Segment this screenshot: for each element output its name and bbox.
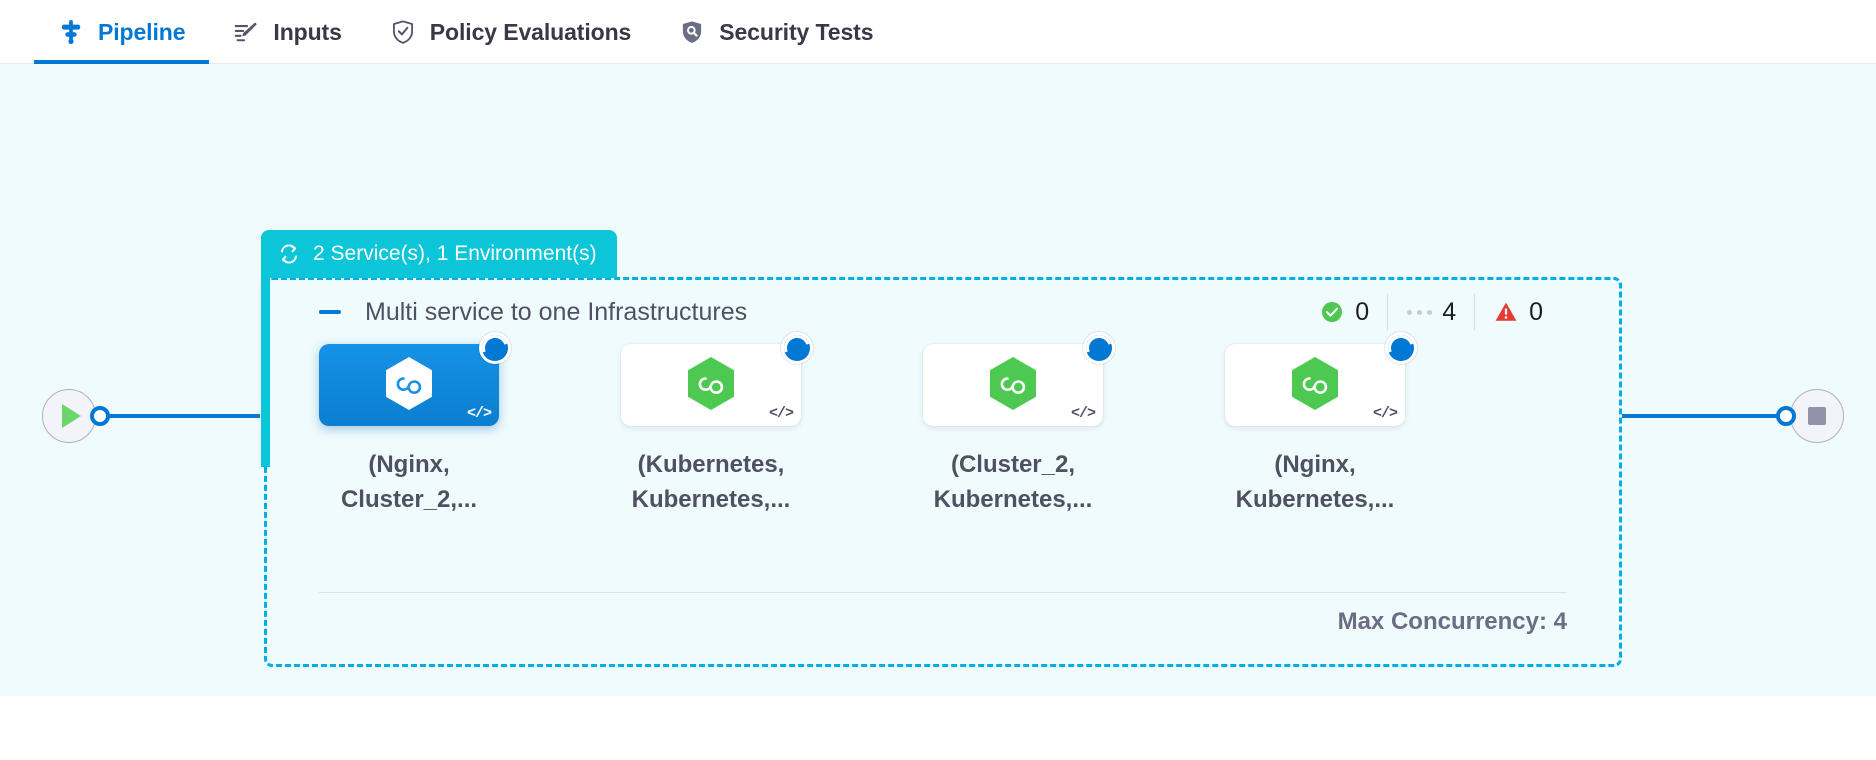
running-spinner-icon [479, 332, 511, 364]
status-pending-count: 4 [1442, 297, 1457, 326]
code-icon: </> [768, 405, 794, 422]
end-node-port[interactable] [1776, 406, 1796, 426]
code-icon: </> [1070, 405, 1096, 422]
tab-inputs[interactable]: Inputs [209, 0, 365, 64]
tab-pipeline-label: Pipeline [98, 18, 186, 45]
pipeline-end-node[interactable] [1790, 389, 1844, 443]
matrix-node-0-card[interactable]: </> [319, 332, 511, 426]
matrix-group-strip [261, 277, 270, 467]
matrix-group-title: Multi service to one Infrastructures [365, 297, 748, 326]
status-pending: 4 [1387, 294, 1474, 330]
harness-hex-icon [383, 356, 435, 414]
warning-triangle-icon [1493, 299, 1519, 325]
shield-check-icon [390, 19, 416, 45]
matrix-node-3-label: (Nginx, Kubernetes,... [1235, 451, 1395, 513]
check-circle-icon [1319, 299, 1345, 325]
pencil-lines-icon [233, 19, 259, 45]
status-success-count: 0 [1355, 297, 1370, 326]
matrix-node-0-label: (Nginx, Cluster_2,... [340, 451, 478, 513]
harness-hex-icon [685, 356, 737, 414]
code-icon: </> [466, 405, 492, 422]
dots-pending-icon [1406, 299, 1432, 325]
matrix-node-row: </> (Nginx, Cluster_2,... </> (K [319, 332, 1567, 518]
tab-security-tests-label: Security Tests [719, 18, 874, 45]
tab-pipeline[interactable]: Pipeline [34, 0, 210, 64]
status-counters: 0 4 0 [1301, 294, 1561, 330]
matrix-node-2-label: (Cluster_2, Kubernetes,... [933, 451, 1093, 513]
play-icon [62, 404, 81, 428]
matrix-node-0[interactable]: </> (Nginx, Cluster_2,... [319, 332, 511, 518]
running-spinner-icon [781, 332, 813, 364]
code-icon: </> [1372, 405, 1398, 422]
pipeline-tab-bar: Pipeline Inputs Policy Evaluations [0, 0, 1876, 64]
matrix-loop-icon [277, 242, 301, 266]
matrix-node-2[interactable]: </> (Cluster_2, Kubernetes,... [923, 332, 1115, 518]
harness-hex-icon [987, 356, 1039, 414]
pipeline-start-node[interactable] [42, 389, 96, 443]
status-error: 0 [1474, 294, 1561, 330]
tab-policy-evaluations-label: Policy Evaluations [429, 18, 632, 45]
harness-hex-icon [1289, 356, 1341, 414]
matrix-node-2-card[interactable]: </> [923, 332, 1115, 426]
matrix-node-1[interactable]: </> (Kubernetes, Kubernetes,... [621, 332, 813, 518]
matrix-badge[interactable]: 2 Service(s), 1 Environment(s) [261, 230, 617, 278]
running-spinner-icon [1385, 332, 1417, 364]
tab-policy-evaluations[interactable]: Policy Evaluations [366, 0, 655, 64]
matrix-node-1-card[interactable]: </> [621, 332, 813, 426]
max-concurrency-label: Max Concurrency: 4 [1337, 608, 1567, 635]
edge-group-to-end [1622, 414, 1780, 418]
matrix-group-divider [319, 592, 1567, 593]
tab-inputs-label: Inputs [273, 18, 342, 45]
start-node-port[interactable] [90, 406, 110, 426]
matrix-badge-label: 2 Service(s), 1 Environment(s) [313, 242, 597, 265]
status-success: 0 [1301, 294, 1387, 330]
matrix-group-header: Multi service to one Infrastructures 0 [267, 280, 1619, 344]
stop-icon [1808, 407, 1826, 425]
matrix-node-3-card[interactable]: </> [1225, 332, 1417, 426]
minus-icon[interactable] [319, 310, 341, 314]
pipeline-canvas[interactable]: 2 Service(s), 1 Environment(s) Multi ser… [0, 64, 1876, 696]
matrix-node-1-label: (Kubernetes, Kubernetes,... [631, 451, 791, 513]
matrix-node-3[interactable]: </> (Nginx, Kubernetes,... [1225, 332, 1417, 518]
tab-security-tests[interactable]: Security Tests [655, 0, 897, 64]
running-spinner-icon [1083, 332, 1115, 364]
edge-start-to-group [108, 414, 260, 418]
shield-search-icon [679, 19, 705, 45]
status-error-count: 0 [1529, 297, 1543, 326]
pipeline-icon [58, 19, 84, 45]
matrix-stage-group[interactable]: Multi service to one Infrastructures 0 [264, 277, 1622, 667]
